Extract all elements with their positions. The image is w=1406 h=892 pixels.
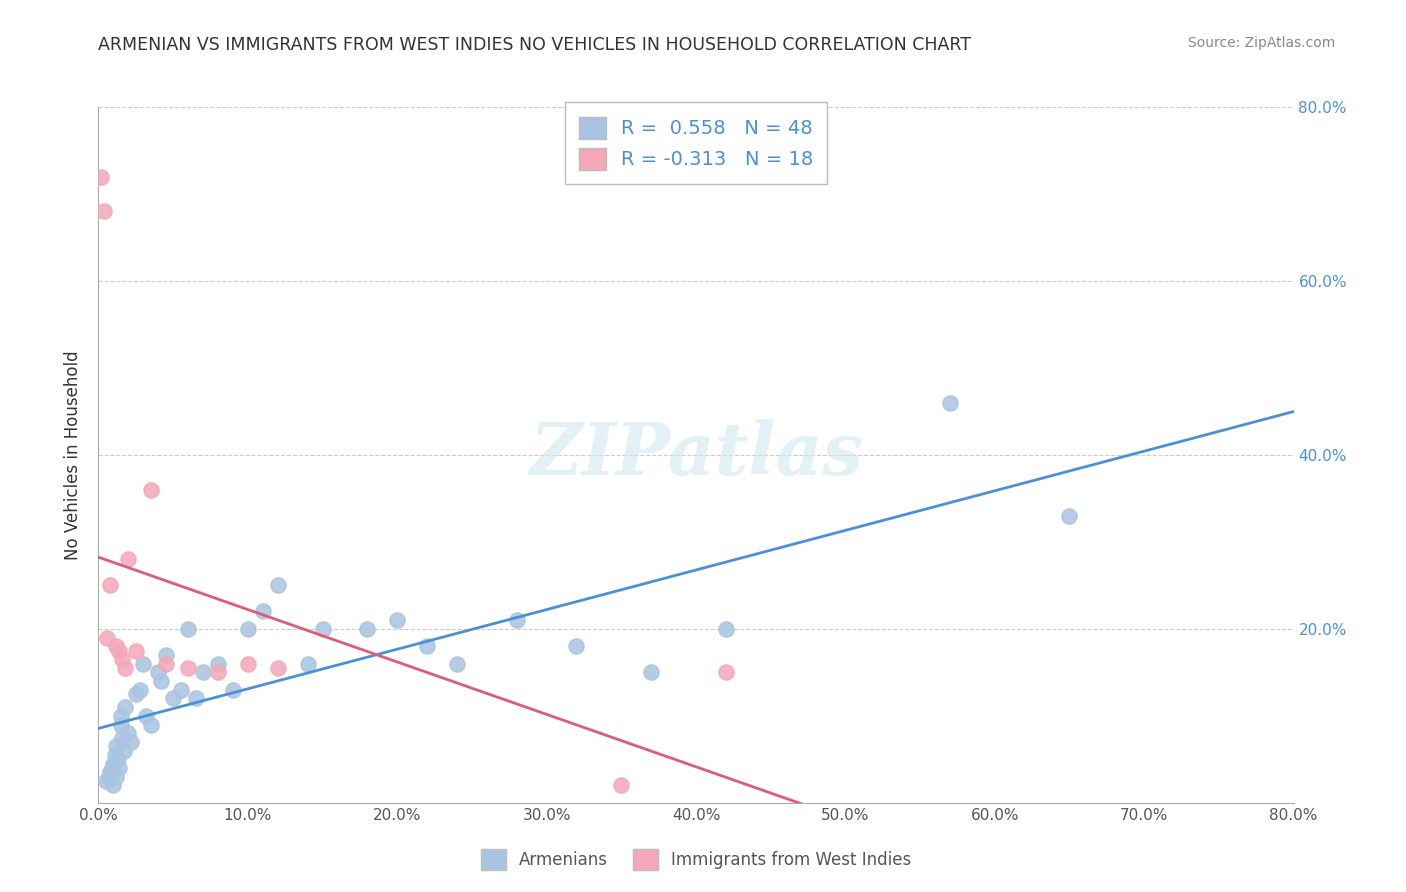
- Point: [117, 552, 139, 566]
- Point: [129, 682, 152, 697]
- Point: [108, 643, 131, 657]
- Point: [125, 643, 148, 657]
- Point: [100, 765, 122, 780]
- Point: [105, 639, 128, 653]
- Point: [177, 661, 200, 675]
- Point: [565, 639, 588, 653]
- Point: [162, 691, 184, 706]
- Point: [416, 639, 439, 653]
- Point: [148, 665, 170, 680]
- Legend: Armenians, Immigrants from West Indies: Armenians, Immigrants from West Indies: [472, 841, 920, 878]
- Point: [311, 622, 333, 636]
- Text: ZIPatlas: ZIPatlas: [529, 419, 863, 491]
- Point: [236, 622, 259, 636]
- Point: [169, 682, 191, 697]
- Text: Source: ZipAtlas.com: Source: ZipAtlas.com: [1188, 36, 1336, 50]
- Point: [135, 708, 157, 723]
- Point: [132, 657, 155, 671]
- Point: [103, 756, 125, 771]
- Point: [150, 674, 173, 689]
- Point: [111, 652, 134, 666]
- Point: [714, 665, 737, 680]
- Point: [97, 770, 120, 784]
- Point: [222, 682, 245, 697]
- Point: [939, 396, 962, 410]
- Point: [125, 687, 148, 701]
- Point: [610, 778, 633, 792]
- Point: [108, 761, 131, 775]
- Point: [93, 204, 115, 219]
- Point: [177, 622, 200, 636]
- Point: [111, 731, 134, 745]
- Point: [110, 717, 132, 731]
- Point: [184, 691, 207, 706]
- Point: [101, 761, 124, 775]
- Point: [114, 700, 136, 714]
- Point: [640, 665, 662, 680]
- Point: [139, 483, 162, 497]
- Point: [117, 726, 139, 740]
- Point: [446, 657, 468, 671]
- Point: [90, 169, 112, 184]
- Point: [94, 774, 117, 789]
- Point: [207, 665, 229, 680]
- Text: ARMENIAN VS IMMIGRANTS FROM WEST INDIES NO VEHICLES IN HOUSEHOLD CORRELATION CHA: ARMENIAN VS IMMIGRANTS FROM WEST INDIES …: [98, 36, 972, 54]
- Point: [105, 739, 128, 754]
- Point: [120, 735, 142, 749]
- Point: [385, 613, 409, 627]
- Point: [191, 665, 214, 680]
- Point: [506, 613, 529, 627]
- Point: [107, 752, 129, 766]
- Point: [110, 708, 132, 723]
- Point: [104, 747, 127, 762]
- Point: [714, 622, 737, 636]
- Point: [139, 717, 162, 731]
- Point: [1059, 508, 1081, 523]
- Point: [114, 661, 136, 675]
- Point: [105, 770, 128, 784]
- Point: [100, 578, 122, 592]
- Point: [96, 631, 118, 645]
- Point: [155, 657, 177, 671]
- Point: [252, 605, 274, 619]
- Point: [112, 744, 135, 758]
- Point: [267, 661, 290, 675]
- Point: [155, 648, 177, 662]
- Point: [267, 578, 290, 592]
- Point: [297, 657, 319, 671]
- Y-axis label: No Vehicles in Household: No Vehicles in Household: [65, 350, 83, 560]
- Point: [356, 622, 378, 636]
- Point: [236, 657, 259, 671]
- Point: [103, 778, 125, 792]
- Point: [207, 657, 229, 671]
